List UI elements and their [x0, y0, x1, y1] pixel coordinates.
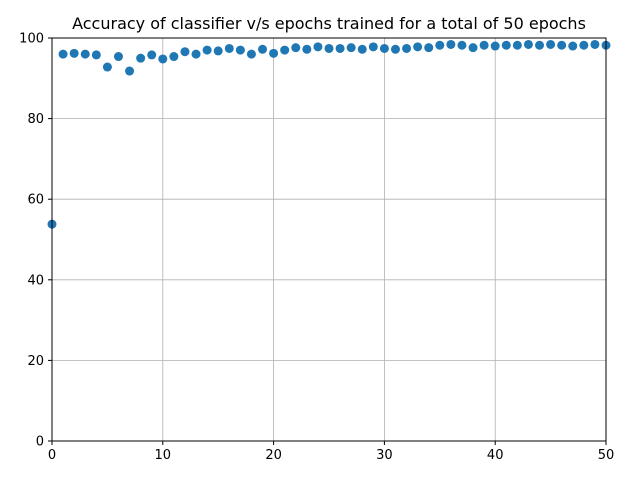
data-point: [446, 39, 456, 49]
data-points: [47, 39, 611, 229]
data-point: [435, 40, 445, 50]
data-point: [58, 49, 68, 59]
data-point: [213, 46, 223, 56]
data-point: [379, 43, 389, 53]
data-point: [468, 43, 478, 53]
axis-ticks: 0 10 20 30 40 50 0 20 40 60 80 100: [19, 32, 614, 464]
data-point: [457, 40, 467, 50]
data-point: [335, 43, 345, 53]
data-point: [557, 40, 567, 50]
y-tick-label: 20: [27, 354, 44, 369]
plot-frame: [51, 37, 607, 442]
data-point: [368, 42, 378, 52]
data-point: [125, 66, 135, 76]
data-point: [91, 50, 101, 60]
data-point: [224, 43, 234, 53]
data-point: [80, 49, 90, 59]
data-point: [102, 62, 112, 72]
data-point: [501, 40, 511, 50]
data-point: [280, 45, 290, 55]
y-tick-label: 0: [36, 435, 44, 450]
data-point: [202, 45, 212, 55]
data-point: [590, 39, 600, 49]
data-point: [402, 43, 412, 53]
data-point: [523, 39, 533, 49]
data-point: [568, 41, 578, 51]
data-point: [258, 44, 268, 54]
data-point: [246, 49, 256, 59]
y-tick-label: 60: [27, 193, 44, 208]
data-point: [269, 48, 279, 58]
data-point: [235, 45, 245, 55]
y-tick-label: 80: [27, 112, 44, 127]
data-point: [169, 52, 179, 62]
data-point: [158, 54, 168, 64]
data-point: [390, 44, 400, 54]
x-tick-label: 20: [265, 448, 282, 463]
data-point: [546, 39, 556, 49]
data-point: [302, 44, 312, 54]
y-tick-label: 40: [27, 273, 44, 288]
data-point: [512, 40, 522, 50]
data-point: [413, 42, 423, 52]
data-point: [69, 48, 79, 58]
x-tick-label: 50: [598, 448, 615, 463]
data-point: [291, 43, 301, 53]
data-point: [113, 52, 123, 62]
x-tick-label: 40: [487, 448, 504, 463]
data-point: [180, 47, 190, 57]
chart-title: Accuracy of classifier v/s epochs traine…: [72, 14, 586, 33]
data-point: [579, 40, 589, 50]
y-tick-label: 100: [19, 32, 44, 47]
data-point: [191, 49, 201, 59]
data-point: [357, 44, 367, 54]
data-point: [147, 50, 157, 60]
data-point: [490, 41, 500, 51]
data-point: [324, 43, 334, 53]
data-point: [479, 40, 489, 50]
x-tick-label: 10: [155, 448, 172, 463]
data-point: [424, 43, 434, 53]
data-point: [346, 43, 356, 53]
data-point: [313, 42, 323, 52]
data-point: [535, 40, 545, 50]
data-point: [136, 53, 146, 63]
x-tick-label: 0: [48, 448, 56, 463]
x-tick-label: 30: [376, 448, 393, 463]
